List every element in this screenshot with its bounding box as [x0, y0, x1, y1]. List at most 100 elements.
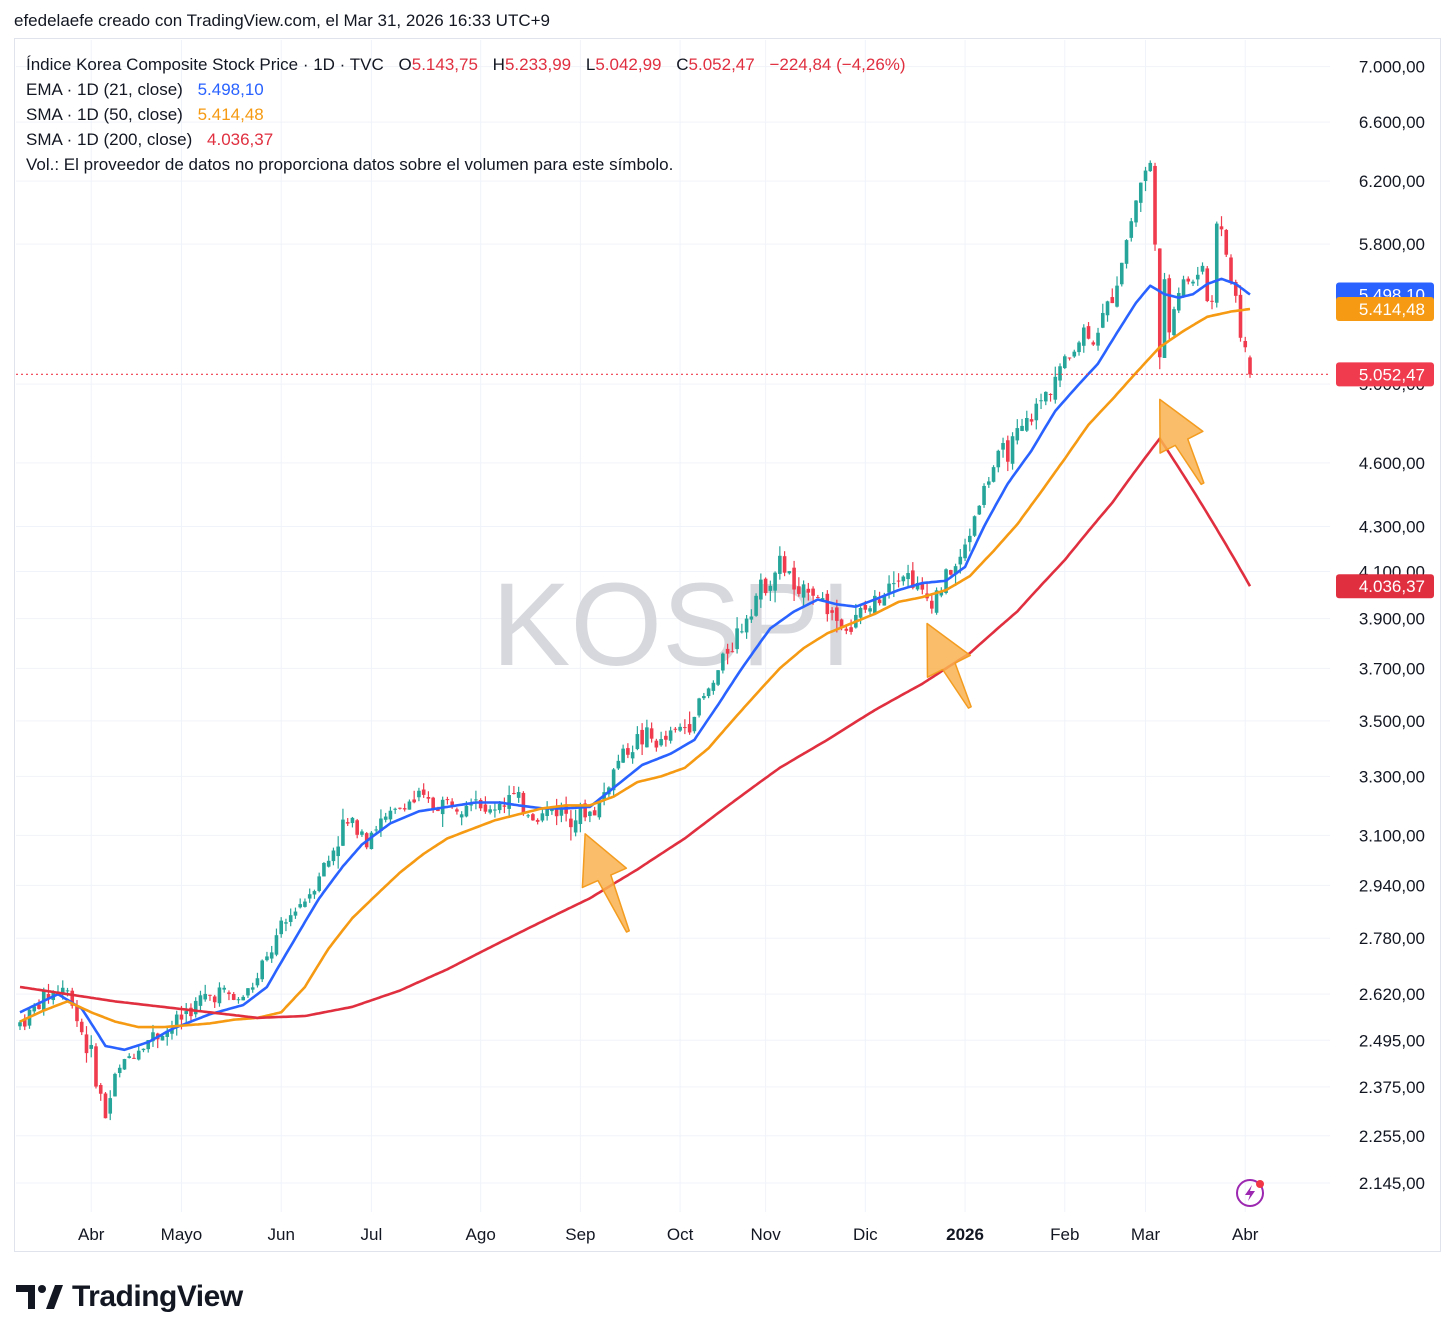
candle-body[interactable] [98, 1085, 103, 1094]
candle-body[interactable] [1229, 257, 1233, 283]
candle-body[interactable] [37, 1004, 41, 1010]
tradingview-logo[interactable]: TradingView [16, 1280, 243, 1314]
candle-body[interactable] [1015, 428, 1020, 441]
candle-body[interactable] [355, 820, 359, 835]
candle-body[interactable] [122, 1059, 127, 1070]
candle-body[interactable] [1053, 376, 1058, 400]
candle-body[interactable] [179, 1014, 184, 1020]
candle-body[interactable] [972, 516, 977, 536]
candle-body[interactable] [94, 1046, 98, 1087]
candle-body[interactable] [911, 570, 915, 588]
candle-body[interactable] [787, 571, 792, 574]
candle-body[interactable] [868, 608, 872, 612]
candle-body[interactable] [958, 556, 963, 565]
candle-body[interactable] [255, 978, 260, 986]
candle-body[interactable] [469, 804, 473, 806]
candle-body[interactable] [393, 808, 397, 810]
candle-body[interactable] [132, 1057, 136, 1059]
candle-body[interactable] [1167, 278, 1172, 333]
candle-body[interactable] [630, 752, 635, 759]
candle-body[interactable] [170, 1028, 174, 1034]
candle-body[interactable] [379, 818, 383, 832]
candle-body[interactable] [1119, 262, 1124, 285]
candle-body[interactable] [844, 628, 849, 631]
candle-body[interactable] [478, 799, 483, 809]
candle-body[interactable] [782, 556, 787, 573]
candle-body[interactable] [692, 716, 697, 732]
candle-body[interactable] [1124, 240, 1129, 264]
candle-body[interactable] [89, 1044, 94, 1049]
candle-body[interactable] [873, 595, 877, 614]
candle-body[interactable] [858, 607, 863, 618]
candle-body[interactable] [839, 619, 844, 628]
sma200-line[interactable] [19, 437, 1252, 1020]
candle-body[interactable] [830, 610, 834, 613]
candle-body[interactable] [977, 505, 982, 515]
candle-body[interactable] [763, 578, 768, 594]
candle-body[interactable] [79, 1021, 84, 1033]
candle-body[interactable] [1010, 436, 1015, 464]
candle-body[interactable] [987, 481, 991, 485]
candle-body[interactable] [659, 739, 663, 746]
candle-body[interactable] [388, 810, 393, 820]
candle-body[interactable] [1191, 281, 1195, 284]
candle-body[interactable] [540, 813, 545, 821]
candle-body[interactable] [165, 1030, 170, 1037]
candle-body[interactable] [1172, 309, 1176, 336]
legend-sma50-row[interactable]: SMA · 1D (50, close) 5.414,48 [26, 102, 906, 127]
candle-body[interactable] [797, 586, 801, 594]
candle-body[interactable] [1200, 265, 1205, 272]
candle-body[interactable] [554, 806, 559, 817]
candle-body[interactable] [417, 790, 421, 798]
candle-body[interactable] [184, 1011, 189, 1015]
sma50-line[interactable] [19, 307, 1251, 1029]
candle-body[interactable] [1100, 312, 1105, 328]
candle-body[interactable] [588, 811, 592, 817]
candle-body[interactable] [706, 688, 711, 697]
candle-body[interactable] [212, 996, 217, 1003]
candle-body[interactable] [1224, 229, 1229, 255]
candle-body[interactable] [759, 579, 763, 600]
candle-body[interactable] [298, 904, 302, 908]
candle-body[interactable] [521, 792, 526, 815]
candle-body[interactable] [1001, 443, 1005, 450]
candle-body[interactable] [882, 595, 887, 606]
candle-body[interactable] [1138, 182, 1143, 203]
candle-body[interactable] [887, 583, 891, 593]
candle-body[interactable] [326, 860, 331, 867]
candle-body[interactable] [1039, 400, 1043, 402]
candle-body[interactable] [455, 809, 459, 812]
candle-body[interactable] [792, 567, 796, 590]
candle-body[interactable] [1210, 300, 1214, 302]
candle-body[interactable] [1181, 279, 1186, 296]
candle-body[interactable] [265, 956, 269, 961]
candle-body[interactable] [811, 588, 815, 596]
candle-body[interactable] [1048, 393, 1053, 395]
candle-body[interactable] [269, 952, 274, 959]
candle-body[interactable] [231, 994, 236, 1000]
candle-body[interactable] [103, 1093, 108, 1119]
candle-body[interactable] [963, 544, 967, 559]
candle-body[interactable] [345, 822, 350, 824]
candle-body[interactable] [307, 894, 312, 899]
candle-body[interactable] [968, 535, 972, 543]
candle-body[interactable] [906, 573, 910, 580]
candle-body[interactable] [464, 805, 469, 817]
candle-body[interactable] [174, 1014, 179, 1028]
candle-body[interactable] [930, 600, 934, 609]
ema21-line[interactable] [19, 277, 1251, 1052]
candle-body[interactable] [18, 1022, 22, 1027]
candle-body[interactable] [531, 814, 535, 821]
candle-body[interactable] [474, 799, 478, 801]
candle-body[interactable] [303, 901, 307, 907]
candle-body[interactable] [1238, 294, 1243, 338]
candle-body[interactable] [141, 1048, 146, 1051]
candle-body[interactable] [369, 832, 374, 850]
candle-body[interactable] [716, 670, 720, 685]
candle-body[interactable] [198, 995, 203, 1006]
candle-body[interactable] [65, 990, 70, 992]
candle-body[interactable] [592, 810, 597, 816]
candle-body[interactable] [996, 450, 1001, 468]
candle-body[interactable] [1043, 391, 1048, 402]
